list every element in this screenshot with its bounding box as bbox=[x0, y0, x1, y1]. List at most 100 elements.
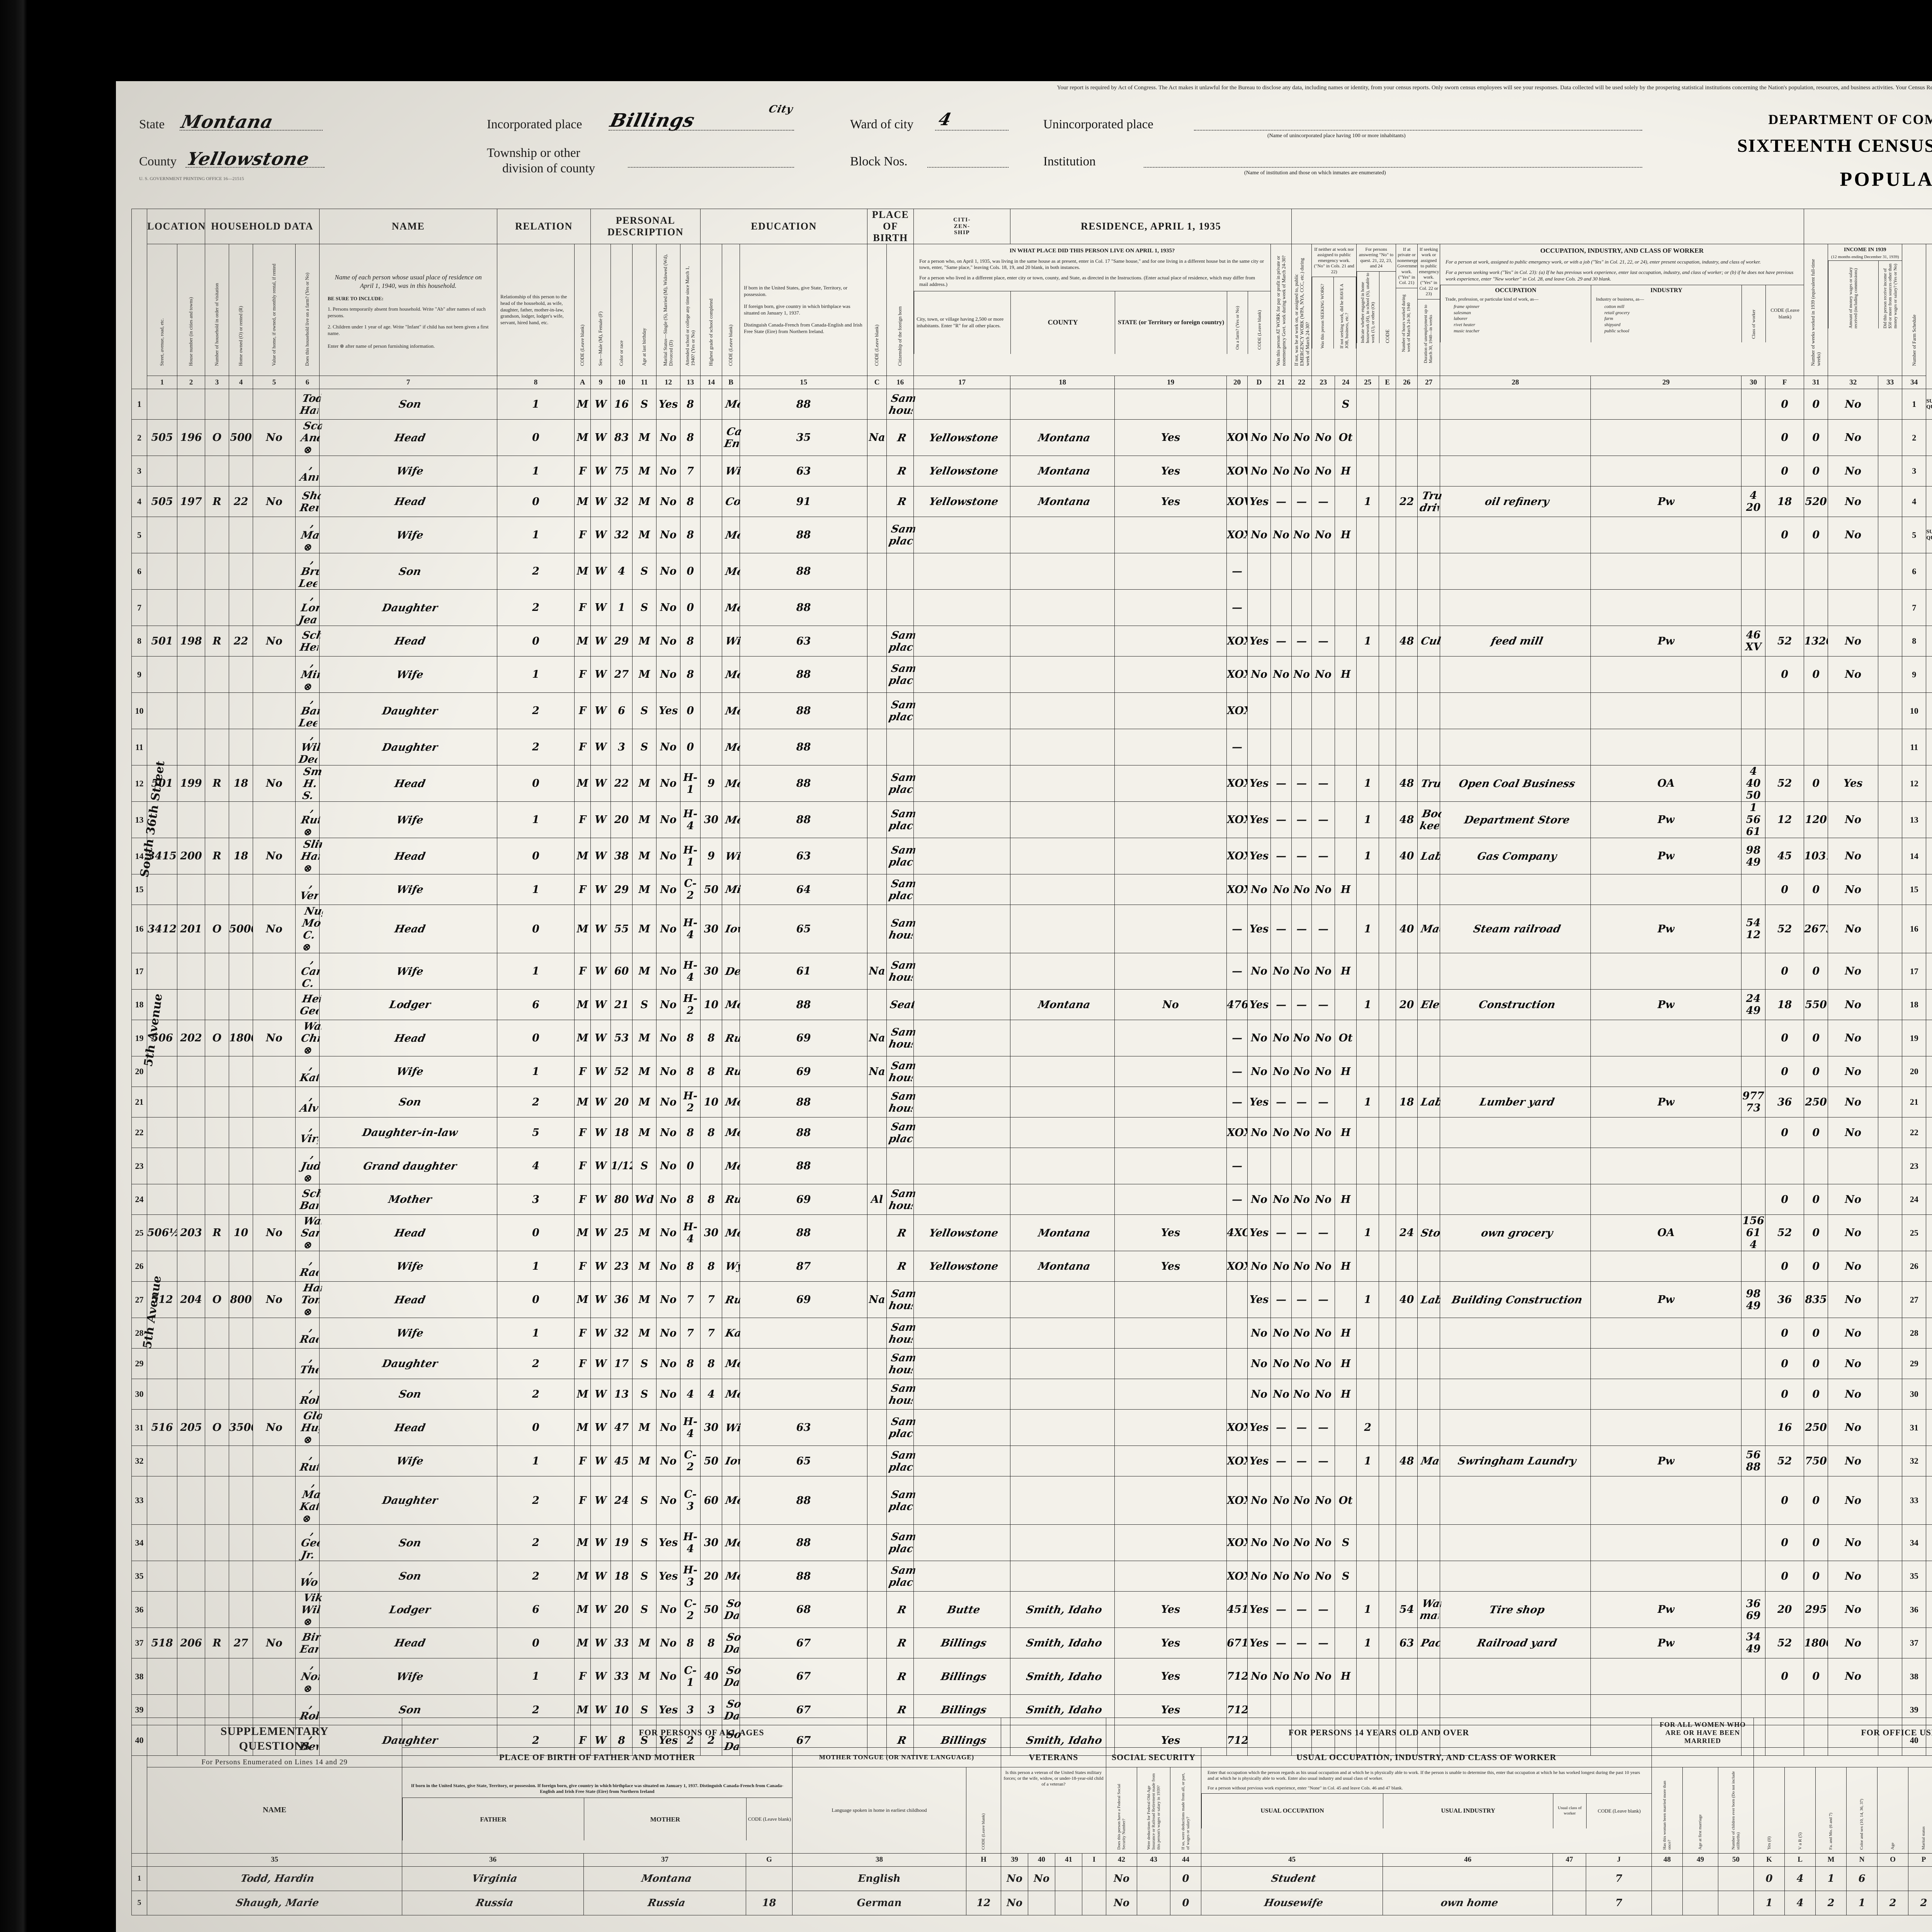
cell-res19 bbox=[1007, 874, 1118, 905]
table-row: 14 3415 200 R 18 No Slimko, Harold ⊗ Head 0 M W 38 M… bbox=[131, 838, 1932, 874]
cell-sch: No bbox=[656, 838, 681, 874]
cell-c21 bbox=[1247, 389, 1271, 420]
table-row: 1 Todd, Hardin Son 1 M W 16 S Yes 8 Montana 88 Same … bbox=[131, 389, 1932, 420]
cell-pob: Montana bbox=[719, 1348, 743, 1379]
desc-col22: If not, was he at work on, or assigned t… bbox=[1291, 244, 1312, 376]
cell-hh bbox=[177, 1056, 205, 1087]
cell-code: 1 bbox=[497, 456, 575, 486]
cell-c25: H bbox=[1335, 1056, 1357, 1087]
cell-c31: 52 bbox=[1765, 765, 1804, 802]
cell-c34 bbox=[1878, 1184, 1903, 1215]
cell-b bbox=[700, 656, 723, 693]
cell-age: 47 bbox=[611, 1409, 633, 1446]
cell-rel: Wife bbox=[316, 1658, 501, 1695]
cell-c27: 40 bbox=[1396, 1281, 1418, 1318]
cell-cit bbox=[867, 1214, 887, 1251]
cell-f bbox=[1741, 1658, 1766, 1695]
cell-age: 23 bbox=[611, 1251, 633, 1282]
table-row: 22, Virginia Daughter-in-law 5 F W 18 M No 8 8 Mon… bbox=[131, 1117, 1932, 1148]
cell-c22: No bbox=[1270, 1251, 1292, 1282]
num-24: 24 bbox=[1335, 376, 1357, 389]
cell-c32: 2673 bbox=[1804, 905, 1828, 953]
cell-res18 bbox=[910, 389, 1014, 420]
cell-age: 80 bbox=[611, 1184, 633, 1215]
desc-col29-industry: INDUSTRY Industry or business, as— cotto… bbox=[1591, 284, 1742, 342]
cell-rel: Wife bbox=[316, 953, 501, 990]
supp-desc-name: NAME bbox=[147, 1767, 402, 1854]
cell-res20 bbox=[1114, 801, 1227, 838]
cell-sex: F bbox=[574, 1184, 591, 1215]
cell-c24: No bbox=[1311, 1658, 1335, 1695]
cell-f bbox=[1741, 589, 1766, 626]
group-name: NAME bbox=[319, 209, 498, 244]
supp-cell-mt: English bbox=[792, 1866, 966, 1891]
cell-race: W bbox=[590, 389, 611, 420]
table-row: 18 Heine, George Lodger 6 M W 21 S No H-2 10 Montan… bbox=[131, 989, 1932, 1020]
line-number: 29 bbox=[131, 1348, 147, 1379]
supp-num-40: 40 bbox=[1028, 1853, 1055, 1867]
cell-code: 0 bbox=[497, 1409, 575, 1446]
desc-col27: If seeking work or assigned to public em… bbox=[1417, 244, 1440, 376]
supp-cell-s44: 0 bbox=[1170, 1890, 1201, 1915]
cell-c32: 0 bbox=[1804, 1348, 1828, 1379]
cell-age: 83 bbox=[611, 419, 633, 456]
cell-b: 8 bbox=[700, 1020, 723, 1056]
cell-val: 3500 bbox=[229, 1409, 253, 1446]
population-rows: 1 Todd, Hardin Son 1 M W 16 S Yes 8 Montana 88 Same … bbox=[131, 389, 1932, 1756]
cell-code: 1 bbox=[497, 1251, 575, 1282]
cell-b: 30 bbox=[700, 1524, 723, 1561]
cell-ind: own grocery bbox=[1436, 1214, 1594, 1251]
cell-c24: No bbox=[1311, 1117, 1335, 1148]
cell-c23: — bbox=[1291, 1281, 1312, 1318]
cell-cit bbox=[867, 486, 887, 517]
cell-c33: No bbox=[1828, 1379, 1879, 1410]
cell-ind: feed mill bbox=[1437, 626, 1594, 656]
cell-c27: 48 bbox=[1396, 1446, 1418, 1476]
cell-c26 bbox=[1379, 389, 1396, 420]
cell-e bbox=[1356, 1020, 1379, 1056]
cell-age: 1 bbox=[611, 589, 633, 626]
cell-c33: No bbox=[1828, 801, 1879, 838]
cell-c bbox=[740, 1318, 868, 1349]
cell-val: 18 bbox=[229, 765, 253, 802]
line-number: 31 bbox=[131, 1409, 147, 1446]
cell-f bbox=[1741, 1148, 1766, 1184]
cell-d: — bbox=[1226, 729, 1248, 765]
cell-res18: Yellowstone bbox=[910, 486, 1014, 517]
cell-farm bbox=[253, 1056, 296, 1087]
cell-c21: No bbox=[1247, 517, 1271, 553]
cell-d bbox=[1226, 389, 1248, 420]
cell-c33: No bbox=[1828, 1056, 1879, 1087]
cell-val: 1800 bbox=[229, 1020, 253, 1056]
cell-cit bbox=[867, 1409, 887, 1446]
cell-ms: M bbox=[632, 456, 657, 486]
cell-code: 4 bbox=[497, 1148, 575, 1184]
num-29: 29 bbox=[1590, 376, 1742, 389]
cell-sch: No bbox=[656, 989, 681, 1020]
cell-grade: H-2 bbox=[680, 989, 701, 1020]
cell-own bbox=[205, 1524, 229, 1561]
cell-res18 bbox=[910, 1379, 1014, 1410]
supp-cell-i bbox=[1082, 1890, 1106, 1915]
num-D: D bbox=[1247, 376, 1271, 389]
example-item: salesman bbox=[1454, 310, 1471, 315]
cell-c26 bbox=[1379, 486, 1396, 517]
cell-c32: 1320 bbox=[1804, 626, 1828, 656]
table-row: 9, Minnie ⊗ Wife 1 F W 27 M No 8 Montana 88 Same pl… bbox=[131, 656, 1932, 693]
table-row: 38, Norma ⊗ Wife 1 F W 33 M No C-1 40 South Dakota… bbox=[131, 1658, 1932, 1695]
cell-res19 bbox=[1007, 553, 1118, 590]
cell-c33: No bbox=[1828, 1117, 1879, 1148]
cell-own bbox=[205, 1476, 229, 1525]
cell-res19 bbox=[1007, 953, 1118, 990]
cell-b bbox=[700, 626, 723, 656]
cell-code: 3 bbox=[497, 1184, 575, 1215]
cell-res20: Yes bbox=[1114, 1628, 1227, 1658]
cell-c27 bbox=[1396, 953, 1418, 990]
cell-sex: M bbox=[574, 626, 591, 656]
cell-age: 19 bbox=[611, 1524, 633, 1561]
cell-c25 bbox=[1335, 1087, 1357, 1117]
cell-race: W bbox=[590, 905, 611, 953]
cell-c33: No bbox=[1828, 419, 1879, 456]
cell-code: 1 bbox=[497, 874, 575, 905]
